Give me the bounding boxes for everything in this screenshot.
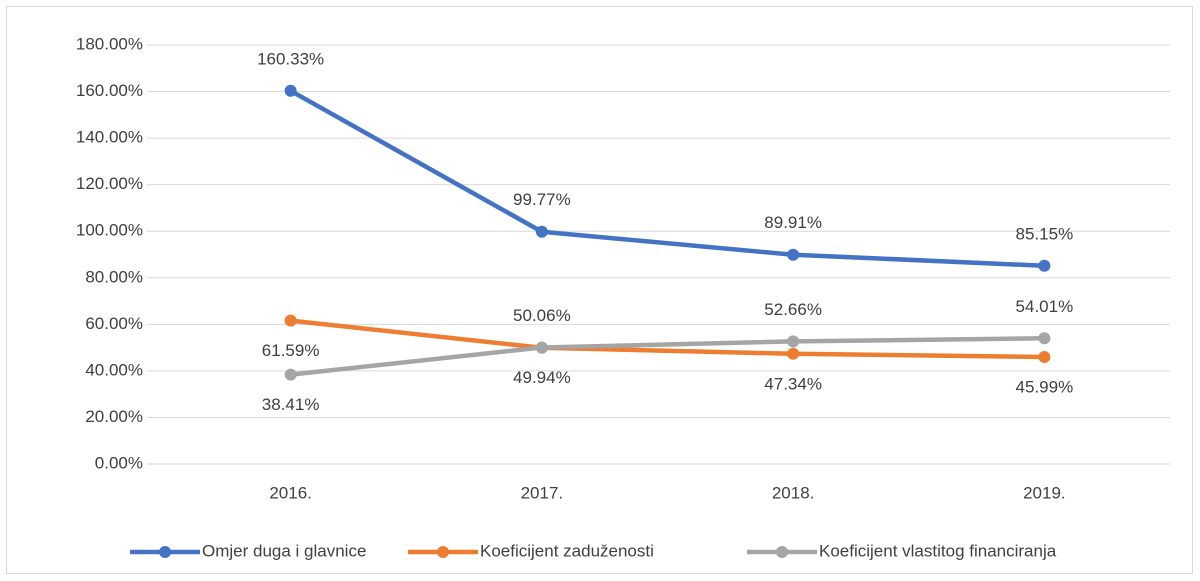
data-label: 49.94% bbox=[513, 368, 571, 387]
data-point bbox=[787, 248, 800, 261]
series-line bbox=[289, 88, 1045, 269]
data-point bbox=[787, 335, 800, 348]
legend-marker bbox=[437, 546, 449, 558]
data-label: 89.91% bbox=[764, 213, 822, 232]
x-tick-label: 2019. bbox=[1023, 483, 1066, 502]
data-label: 52.66% bbox=[764, 300, 822, 319]
y-tick-label: 0.00% bbox=[95, 453, 143, 472]
data-point bbox=[535, 341, 548, 354]
y-tick-label: 100.00% bbox=[76, 221, 143, 240]
data-label: 61.59% bbox=[262, 341, 320, 360]
legend-marker bbox=[776, 546, 788, 558]
data-point bbox=[535, 225, 548, 238]
data-label: 85.15% bbox=[1016, 224, 1074, 243]
y-tick-label: 140.00% bbox=[76, 128, 143, 147]
legend-label: Omjer duga i glavnice bbox=[202, 541, 366, 560]
y-tick-label: 80.00% bbox=[85, 267, 143, 286]
legend-marker bbox=[159, 546, 171, 558]
x-tick-label: 2017. bbox=[521, 483, 564, 502]
y-tick-label: 60.00% bbox=[85, 314, 143, 333]
x-tick-label: 2016. bbox=[269, 483, 312, 502]
data-label: 50.06% bbox=[513, 306, 571, 325]
data-point bbox=[284, 84, 297, 97]
legend-label: Koeficijent zaduženosti bbox=[480, 541, 654, 560]
y-tick-label: 40.00% bbox=[85, 360, 143, 379]
data-label: 45.99% bbox=[1016, 377, 1074, 396]
series-line bbox=[290, 336, 1045, 377]
legend-label: Koeficijent vlastitog financiranja bbox=[819, 541, 1057, 560]
chart-border bbox=[6, 6, 1193, 574]
y-tick-label: 20.00% bbox=[85, 407, 143, 426]
data-point bbox=[284, 368, 297, 381]
data-label: 47.34% bbox=[764, 374, 822, 393]
data-point bbox=[787, 347, 800, 360]
y-tick-label: 180.00% bbox=[76, 34, 143, 53]
data-label: 99.77% bbox=[513, 190, 571, 209]
y-tick-label: 120.00% bbox=[76, 174, 143, 193]
series-line bbox=[290, 318, 1045, 360]
data-label: 160.33% bbox=[257, 49, 324, 68]
data-label: 54.01% bbox=[1016, 297, 1074, 316]
data-point bbox=[1038, 259, 1051, 272]
data-point bbox=[1038, 350, 1051, 363]
data-point bbox=[1038, 332, 1051, 345]
y-tick-label: 160.00% bbox=[76, 81, 143, 100]
data-point bbox=[284, 314, 297, 327]
x-tick-label: 2018. bbox=[772, 483, 815, 502]
data-label: 38.41% bbox=[262, 395, 320, 414]
